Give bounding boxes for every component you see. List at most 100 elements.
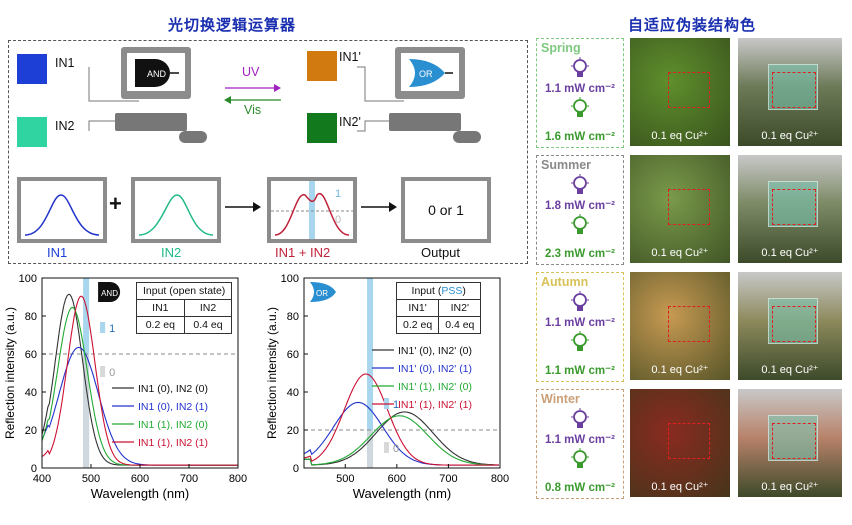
or-reflection-chart: 500 600 700 800 0 20 40 60 80 100 Wavelength (nm) R… bbox=[265, 273, 509, 501]
vis-power-value: 2.3 mW cm⁻² bbox=[545, 248, 615, 260]
spec-label-sum: IN1 + IN2 bbox=[275, 245, 331, 260]
leaf-photo-caption: 0.1 eq Cu²⁺ bbox=[651, 481, 709, 493]
y-axis-label: Reflection intensity (a.u.) bbox=[265, 307, 279, 439]
x-tick-label: 800 bbox=[229, 473, 247, 485]
grass-photo: 0.1 eq Cu²⁺ bbox=[738, 155, 842, 263]
x-tick-label: 500 bbox=[82, 473, 100, 485]
leaf-photo-caption: 0.1 eq Cu²⁺ bbox=[651, 247, 709, 259]
and-reflection-chart: 400 500 600 700 800 0 20 40 60 80 100 Wavelength (n… bbox=[3, 273, 247, 501]
x-tick-label: 500 bbox=[336, 473, 354, 485]
uv-power-value: 1.8 mW cm⁻² bbox=[545, 200, 615, 212]
in1-spectrum-panel bbox=[17, 177, 107, 243]
device-sample bbox=[768, 298, 818, 344]
in1-spectrum-curve bbox=[24, 194, 100, 236]
legend-label-2: IN1' (1), IN2' (0) bbox=[398, 381, 472, 393]
and-gate-icon: AND bbox=[135, 59, 179, 87]
and-table-val-in1: 0.2 eq bbox=[136, 316, 185, 334]
and-computer-base bbox=[115, 113, 187, 131]
season-name: Spring bbox=[541, 41, 581, 55]
one-marker-label: 1 bbox=[393, 399, 399, 411]
in2-label: IN2 bbox=[55, 119, 75, 133]
vis-bulb-icon bbox=[571, 97, 589, 117]
uv-power-value: 1.1 mW cm⁻² bbox=[545, 434, 615, 446]
y-tick-label: 80 bbox=[287, 311, 299, 323]
plus-sign: + bbox=[109, 191, 122, 216]
uv-bulb-icon bbox=[571, 174, 589, 194]
legend-label-3: IN1' (1), IN2' (1) bbox=[398, 399, 472, 411]
x-tick-label: 700 bbox=[180, 473, 198, 485]
uv-power-value: 1.1 mW cm⁻² bbox=[545, 317, 615, 329]
or-computer-mouse bbox=[453, 131, 481, 143]
y-tick-label: 100 bbox=[281, 273, 299, 285]
or-table-header: Input (PSS) bbox=[395, 282, 482, 300]
one-marker-label: 1 bbox=[109, 323, 115, 335]
one-marker bbox=[100, 322, 106, 333]
in1-label: IN1 bbox=[55, 56, 75, 70]
uv-bulb-icon bbox=[571, 291, 589, 311]
or-gate-icon bbox=[310, 282, 336, 302]
and-gate-icon bbox=[98, 282, 121, 302]
grass-photo-caption: 0.1 eq Cu²⁺ bbox=[761, 481, 819, 493]
below-threshold-band bbox=[83, 354, 90, 468]
grass-photo-caption: 0.1 eq Cu²⁺ bbox=[761, 364, 819, 376]
vis-bulb-icon bbox=[571, 214, 589, 234]
and-computer-mouse bbox=[179, 131, 207, 143]
uv-vis-arrows bbox=[224, 84, 281, 104]
zero-marker bbox=[384, 442, 390, 453]
legend-label-1: IN1' (0), IN2' (1) bbox=[398, 363, 472, 375]
y-tick-label: 80 bbox=[25, 311, 37, 323]
y-tick-label: 60 bbox=[287, 349, 299, 361]
in1p-color-square bbox=[307, 51, 337, 81]
leaf-photo: 0.1 eq Cu²⁺ bbox=[630, 389, 730, 497]
and-gate-label: AND bbox=[147, 69, 167, 79]
camouflage-title: 自适应伪装结构色 bbox=[628, 17, 757, 34]
y-tick-label: 40 bbox=[287, 387, 299, 399]
leaf-photo: 0.1 eq Cu²⁺ bbox=[630, 272, 730, 380]
uv-bulb-icon bbox=[571, 408, 589, 428]
season-name: Winter bbox=[541, 392, 580, 406]
x-tick-label: 400 bbox=[33, 473, 51, 485]
and-table-val-in2: 0.4 eq bbox=[183, 316, 233, 334]
x-tick-label: 600 bbox=[388, 473, 406, 485]
uv-power-value: 1.1 mW cm⁻² bbox=[545, 83, 615, 95]
y-tick-label: 0 bbox=[293, 463, 299, 475]
season-name: Autumn bbox=[541, 275, 589, 289]
or-table-col-in2p: IN2' bbox=[438, 299, 482, 317]
leaf-photo-marker bbox=[668, 72, 710, 108]
y-tick-label: 100 bbox=[19, 273, 37, 285]
grass-photo: 0.1 eq Cu²⁺ bbox=[738, 389, 842, 497]
legend-label-3: IN1 (1), IN2 (1) bbox=[138, 437, 208, 449]
series-line-0 bbox=[303, 411, 499, 466]
device-sample bbox=[768, 415, 818, 461]
legend-label-0: IN1' (0), IN2' (0) bbox=[398, 345, 472, 357]
device-sample bbox=[768, 181, 818, 227]
or-gate-label: OR bbox=[419, 69, 433, 79]
sum-spectrum-panel: 1 0 bbox=[267, 177, 357, 243]
grass-photo-marker bbox=[772, 72, 816, 108]
or-table-col-in1p: IN1' bbox=[395, 299, 440, 317]
grass-photo-caption: 0.1 eq Cu²⁺ bbox=[761, 247, 819, 259]
y-tick-label: 0 bbox=[31, 463, 37, 475]
arrow-to-sum bbox=[225, 202, 261, 212]
sum-zero-label: 0 bbox=[335, 214, 341, 226]
zero-marker bbox=[100, 366, 106, 377]
vis-bulb-icon bbox=[571, 331, 589, 351]
series-line-3 bbox=[303, 373, 499, 466]
uv-label: UV bbox=[242, 65, 260, 79]
grass-photo: 0.1 eq Cu²⁺ bbox=[738, 38, 842, 146]
y-axis-label: Reflection intensity (a.u.) bbox=[3, 307, 17, 439]
sum-spectrum-curve: 1 0 bbox=[271, 181, 353, 239]
or-computer-monitor: OR bbox=[395, 47, 465, 99]
x-tick-label: 700 bbox=[439, 473, 457, 485]
x-axis-label: Wavelength (nm) bbox=[353, 486, 452, 501]
or-computer-base bbox=[389, 113, 461, 131]
vis-bulb-icon bbox=[571, 448, 589, 468]
in1p-label: IN1' bbox=[339, 50, 361, 64]
x-tick-label: 800 bbox=[491, 473, 509, 485]
leaf-photo: 0.1 eq Cu²⁺ bbox=[630, 155, 730, 263]
spec-label-output: Output bbox=[421, 245, 461, 260]
season-card-winter: Winter 1.1 mW cm⁻² 0.8 mW cm⁻² bbox=[536, 389, 624, 499]
grass-photo-caption: 0.1 eq Cu²⁺ bbox=[761, 130, 819, 142]
in2-spectrum-panel bbox=[131, 177, 221, 243]
and-table-header: Input (open state) bbox=[135, 282, 233, 300]
